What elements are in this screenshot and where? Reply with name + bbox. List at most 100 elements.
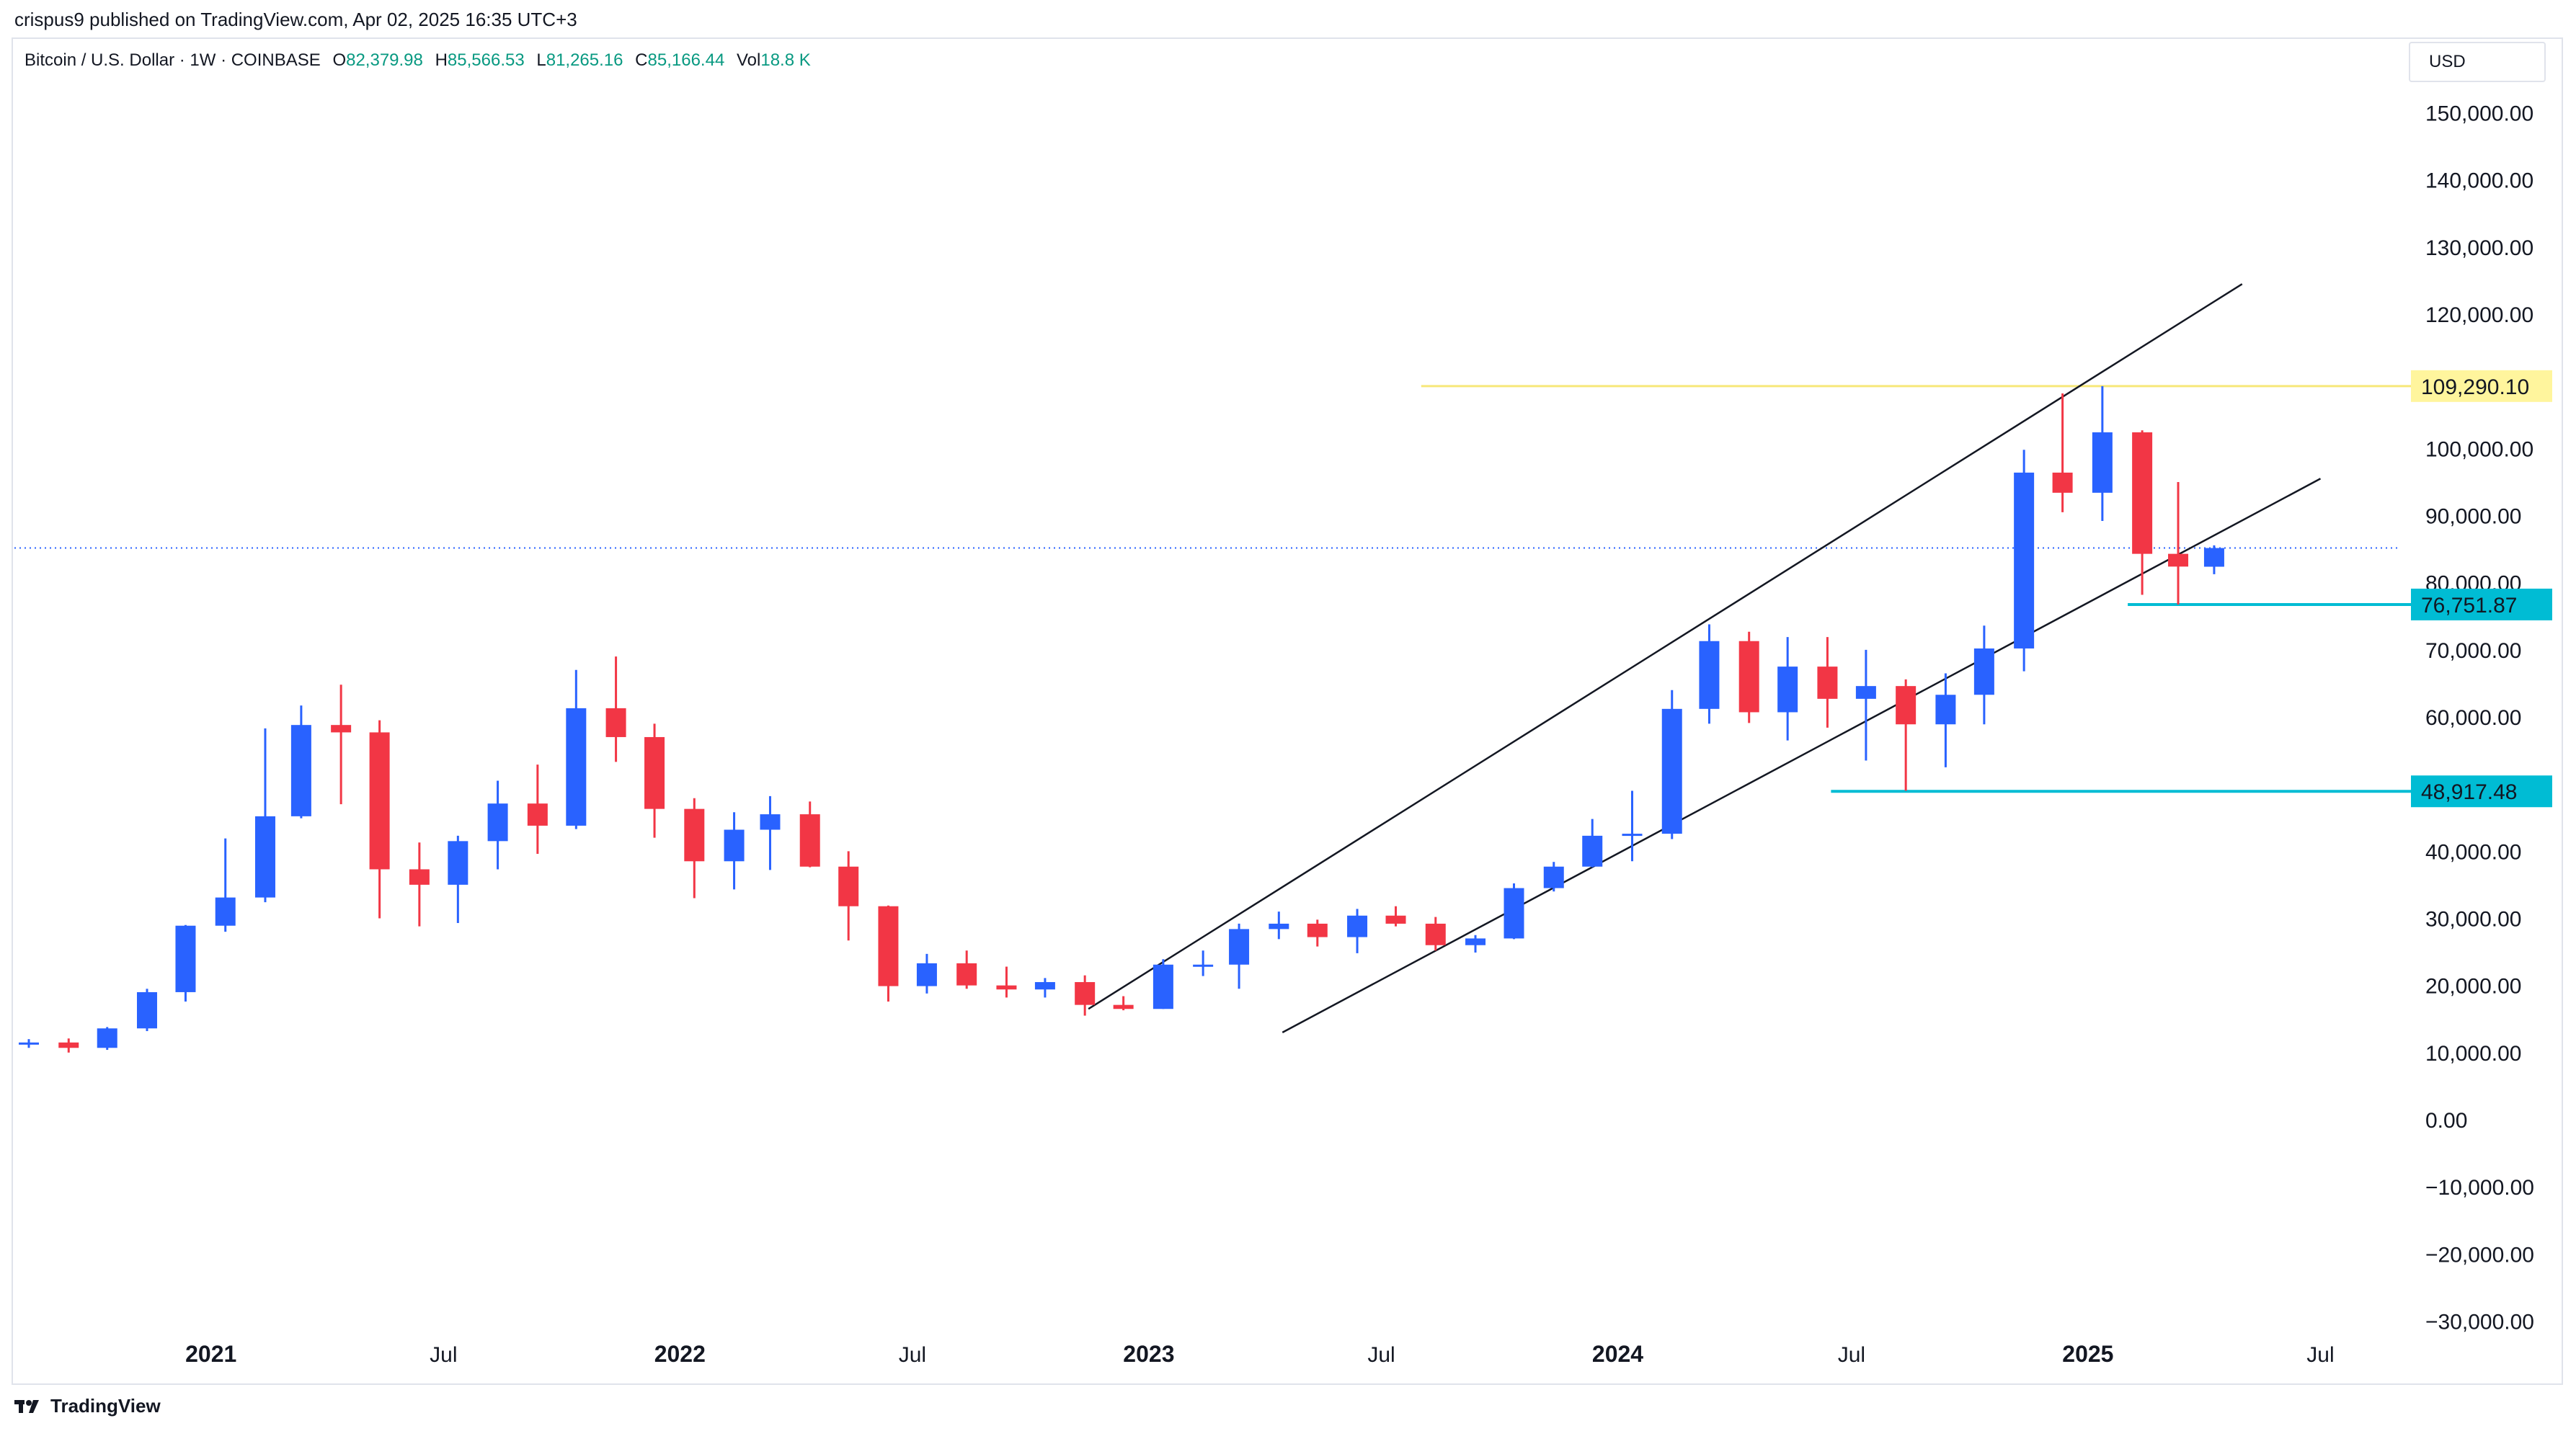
y-tick-label: 140,000.00	[2425, 169, 2533, 193]
candle	[1622, 790, 1643, 862]
candle	[1034, 978, 1055, 998]
x-tick-label: 2021	[185, 1341, 236, 1367]
currency-selector[interactable]: USD	[2409, 42, 2546, 82]
candle	[1582, 819, 1603, 868]
candle	[2132, 430, 2153, 595]
tradingview-brand[interactable]: TradingView	[14, 1395, 161, 1417]
tradingview-logo-icon	[14, 1399, 39, 1413]
candle-body	[2052, 472, 2073, 493]
candle	[605, 656, 626, 762]
y-tick-label: 130,000.00	[2425, 236, 2533, 260]
candle-body	[1543, 866, 1564, 888]
candle-body	[724, 829, 745, 862]
candle-body	[2168, 553, 2189, 567]
candle-body	[1738, 641, 1759, 713]
candle	[1347, 909, 1368, 953]
candle-body	[1661, 708, 1682, 834]
candle-body	[2132, 432, 2153, 554]
candle-body	[1347, 915, 1368, 937]
candle	[566, 669, 587, 829]
candle-body	[136, 991, 157, 1029]
high-label: H	[435, 50, 448, 70]
candle	[58, 1038, 79, 1053]
candle-body	[215, 897, 236, 926]
candle-body	[1817, 667, 1838, 699]
x-tick-label: 2024	[1592, 1341, 1643, 1367]
price-level-lines	[14, 385, 2418, 793]
candle-body	[58, 1042, 79, 1048]
candle	[1738, 631, 1759, 723]
x-tick-label: 2022	[654, 1341, 706, 1367]
candle-body	[916, 963, 937, 986]
x-tick-label: Jul	[430, 1343, 457, 1367]
candle	[136, 989, 157, 1031]
price-level-badge-bg	[2411, 370, 2552, 402]
y-tick-label: 90,000.00	[2425, 505, 2521, 529]
low-label: L	[536, 50, 546, 70]
candle-body	[97, 1028, 117, 1048]
candle	[290, 705, 311, 819]
volume-label: Vol	[736, 50, 761, 70]
candle-body	[838, 866, 859, 906]
chart-pane[interactable]	[12, 37, 2563, 1385]
candle-body	[956, 963, 977, 986]
candle	[1777, 637, 1798, 741]
candle	[254, 728, 275, 903]
y-tick-label: 20,000.00	[2425, 975, 2521, 999]
y-tick-label: 60,000.00	[2425, 706, 2521, 730]
candle-body	[1385, 915, 1406, 924]
candle-body	[1896, 686, 1917, 725]
candle-body	[1425, 923, 1446, 945]
candle	[527, 764, 548, 855]
candle	[1193, 950, 1214, 976]
candle	[448, 835, 468, 923]
candle-body	[1229, 929, 1250, 965]
candle-body	[1193, 964, 1214, 967]
candle-body	[1622, 834, 1643, 837]
candle	[1896, 679, 1917, 791]
candle-body	[799, 814, 820, 867]
candle-body	[1307, 923, 1328, 937]
candle	[331, 685, 352, 805]
price-level-badge-label: 109,290.10	[2421, 375, 2529, 399]
x-tick-label: 2025	[2062, 1341, 2113, 1367]
candle	[19, 1039, 39, 1048]
candle	[996, 966, 1017, 998]
candle	[1229, 923, 1250, 989]
x-tick-label: Jul	[1838, 1343, 1865, 1367]
y-tick-label: 10,000.00	[2425, 1042, 2521, 1066]
candle-body	[254, 816, 275, 898]
candle	[878, 905, 899, 1002]
time-axis: 2021 Jul 2022 Jul 2023 Jul 2024 Jul 2025 Jul	[185, 1341, 2335, 1367]
candle	[724, 812, 745, 890]
price-level-badge-bg	[2411, 588, 2552, 620]
price-level-badge: 76,751.87	[2411, 588, 2552, 620]
open-value: 82,379.98	[346, 50, 423, 70]
candle	[2092, 385, 2113, 521]
candle-body	[1269, 923, 1289, 930]
candle-body	[448, 841, 468, 885]
candle-body	[1465, 938, 1486, 945]
price-level-badge: 109,290.10	[2411, 370, 2552, 402]
candle	[1075, 975, 1096, 1016]
candle-body	[175, 925, 196, 992]
price-level-badge-bg	[2411, 775, 2552, 808]
candle	[487, 780, 508, 870]
y-tick-label: 40,000.00	[2425, 840, 2521, 864]
y-tick-label: 0.00	[2425, 1109, 2467, 1133]
candle-body	[644, 736, 665, 809]
candle	[644, 723, 665, 838]
candlestick-series	[19, 385, 2224, 1053]
candle-body	[1152, 964, 1173, 1009]
brand-name: TradingView	[50, 1395, 161, 1417]
y-tick-label: 150,000.00	[2425, 102, 2533, 126]
candle-body	[487, 803, 508, 842]
candle	[1817, 637, 1838, 728]
y-tick-label: 120,000.00	[2425, 303, 2533, 327]
high-value: 85,566.53	[447, 50, 525, 70]
symbol-title: Bitcoin / U.S. Dollar · 1W · COINBASE	[25, 50, 321, 70]
candle	[215, 838, 236, 932]
price-level-badge: 48,917.48	[2411, 775, 2552, 808]
candle-body	[369, 732, 390, 870]
